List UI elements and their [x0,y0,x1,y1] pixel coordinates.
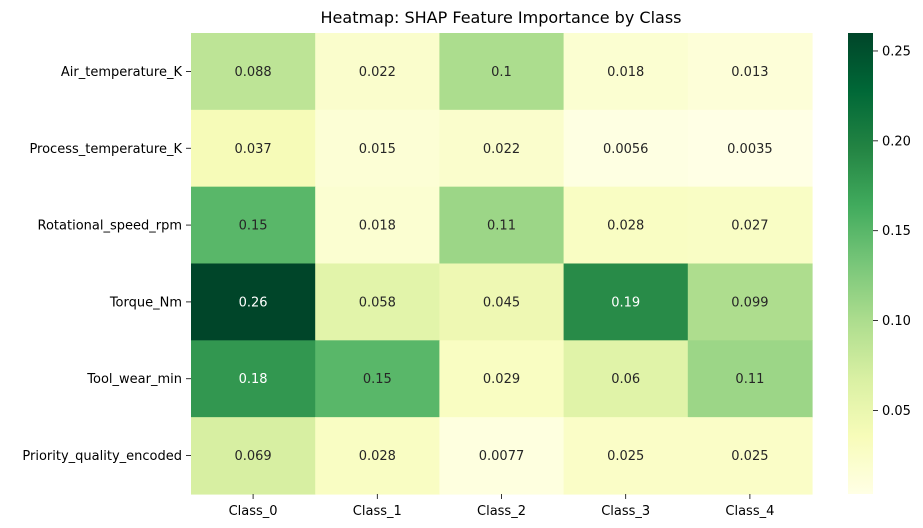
cell-value-label: 0.088 [234,65,271,80]
colorbar-tick-label: 0.10 [882,314,911,329]
cell-value-label: 0.013 [731,65,768,80]
cell-value-label: 0.045 [483,295,520,310]
heatmap-cell [687,417,813,495]
y-tick-label: Tool_wear_min [86,372,182,387]
heatmap-cell [315,186,440,265]
cell-value-label: 0.025 [731,449,768,464]
heatmap-cell [687,340,813,418]
x-tick-label: Class_2 [477,504,526,519]
heatmap-cell [563,417,689,495]
heatmap-cell [191,186,316,265]
heatmap-cell [439,417,565,495]
cell-value-label: 0.029 [483,372,520,387]
y-tick-label: Rotational_speed_rpm [38,219,182,234]
colorbar-tick-label: 0.05 [882,404,911,419]
cell-value-label: 0.11 [735,372,764,387]
cell-value-label: 0.037 [234,142,271,157]
heatmap-cell [687,109,813,188]
y-tick-label: Air_temperature_K [61,65,183,80]
colorbar: 0.05 0.10 0.15 0.20 0.25 [848,33,911,494]
heatmap-cell [315,417,440,495]
cell-value-label: 0.0035 [727,142,773,157]
heatmap-cell [191,263,316,341]
cell-value-label: 0.19 [611,295,640,310]
heatmap-cell [191,417,316,495]
colorbar-scale [848,33,873,494]
cell-value-label: 0.018 [607,65,644,80]
y-tick-label: Torque_Nm [109,295,182,310]
colorbar-tick-label: 0.25 [882,44,911,59]
colorbar-tick-label: 0.20 [882,134,911,149]
heatmap-cell [563,340,689,418]
cell-value-label: 0.058 [359,295,396,310]
colorbar-tick-label: 0.15 [882,224,911,239]
heatmap-cell [439,109,565,188]
heatmap-cells [191,33,813,495]
cell-value-label: 0.018 [359,219,396,234]
heatmap-cell [563,109,689,188]
heatmap-cell [315,109,440,188]
heatmap-cell [191,109,316,188]
heatmap-cell [439,263,565,341]
heatmap-cell [191,33,316,111]
cell-value-label: 0.028 [607,219,644,234]
cell-value-label: 0.06 [611,372,640,387]
cell-value-label: 0.069 [234,449,271,464]
heatmap-cell [687,263,813,341]
cell-value-label: 0.0056 [603,142,649,157]
cell-value-label: 0.025 [607,449,644,464]
cell-value-label: 0.1 [491,65,512,80]
cell-value-label: 0.022 [483,142,520,157]
heatmap-cell [439,340,565,418]
cell-value-label: 0.18 [239,372,268,387]
cell-value-label: 0.099 [731,295,768,310]
y-tick-label: Priority_quality_encoded [22,449,182,464]
heatmap-value-labels: 0.088 0.022 0.1 0.018 0.013 0.037 0.015 0.022 0.… [234,65,772,464]
x-tick-label: Class_3 [601,504,650,519]
heatmap-cell [687,33,813,111]
x-axis: Class_0 Class_1 Class_2 Class_3 Class_4 [229,493,774,519]
heatmap-cell [687,186,813,265]
heatmap-cell [315,263,440,341]
x-tick-label: Class_0 [229,504,278,519]
heatmap-cell [439,33,565,111]
heatmap-cell [315,340,440,418]
cell-value-label: 0.26 [239,295,268,310]
y-tick-label: Process_temperature_K [29,142,182,157]
cell-value-label: 0.015 [359,142,396,157]
y-axis: Air_temperature_K Process_temperature_K Ro… [22,65,191,464]
cell-value-label: 0.15 [363,372,392,387]
heatmap-cell [439,186,565,265]
x-tick-label: Class_1 [353,504,402,519]
heatmap-cell [315,33,440,111]
heatmap-cell [563,263,689,341]
heatmap-cell [191,340,316,418]
heatmap-cell [563,186,689,265]
heatmap-cell [563,33,689,111]
cell-value-label: 0.11 [487,219,516,234]
x-tick-label: Class_4 [725,504,774,519]
chart-title: Heatmap: SHAP Feature Importance by Clas… [321,8,682,27]
cell-value-label: 0.028 [359,449,396,464]
cell-value-label: 0.027 [731,219,768,234]
cell-value-label: 0.0077 [479,449,525,464]
cell-value-label: 0.15 [239,219,268,234]
cell-value-label: 0.022 [359,65,396,80]
